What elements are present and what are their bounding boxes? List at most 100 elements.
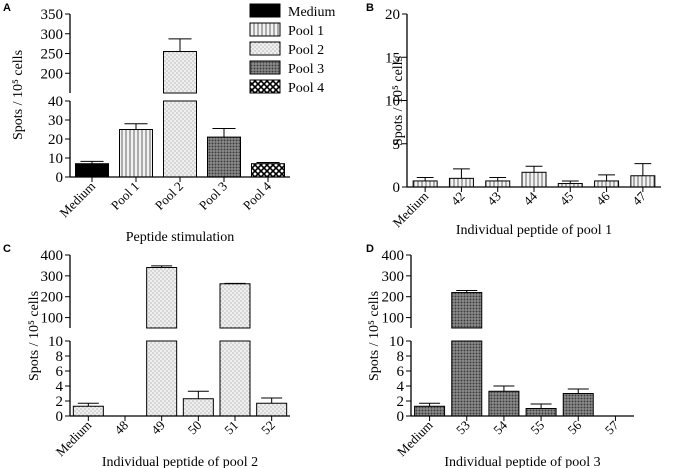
error-bar [598, 174, 615, 181]
panel-a: A 0 10 20 30 40 200 250 300 350 Medium Pool 1 Pool 2… [3, 2, 336, 245]
y-tick-label: 6 [397, 364, 405, 380]
x-tick-label: Pool 2 [152, 179, 186, 213]
bar-upper-segment [163, 51, 197, 94]
bar [451, 340, 483, 417]
y-tick-label: 10 [389, 334, 404, 350]
y-tick-label: 10 [385, 94, 400, 110]
y-tick-label: 100 [382, 311, 405, 327]
bar [251, 163, 285, 178]
bar [75, 163, 109, 178]
panel-letter: B [366, 2, 374, 14]
bar [207, 136, 241, 178]
legend-swatch [249, 22, 281, 37]
y-axis-title: Spots / 10⁵ cells [391, 56, 406, 146]
error-bar [416, 176, 434, 181]
error-bar [525, 165, 543, 173]
x-tick-label: 42 [448, 189, 468, 209]
y-tick-label: 15 [385, 50, 400, 66]
y-tick-label: 20 [385, 7, 400, 23]
bar [485, 180, 511, 188]
y-tick-label: 8 [56, 349, 64, 365]
error-bar [124, 123, 148, 130]
error-bar [493, 385, 515, 392]
y-tick-label: 0 [56, 409, 64, 425]
bar [72, 405, 104, 417]
legend-label: Pool 4 [288, 81, 324, 96]
error-bar [77, 402, 99, 407]
bar [146, 340, 178, 417]
x-tick-label: 45 [557, 189, 577, 209]
y-tick-label: 100 [41, 311, 64, 327]
x-axis-title: Individual peptide of pool 2 [102, 455, 258, 468]
y-tick-label: 400 [41, 248, 64, 264]
bar [521, 171, 547, 188]
bar [594, 180, 620, 188]
y-tick-label: 0 [397, 409, 405, 425]
x-axis-title: Individual peptide of pool 1 [456, 223, 612, 238]
error-bar [168, 38, 192, 52]
y-tick-label: 6 [56, 364, 64, 380]
y-tick-label: 30 [48, 113, 63, 129]
y-tick-label: 400 [382, 248, 405, 264]
y-tick-label: 5 [393, 137, 401, 153]
legend-swatch [249, 79, 281, 94]
y-tick-label: 200 [41, 290, 64, 306]
x-tick-label: 48 [111, 418, 131, 438]
x-tick-label: 50 [185, 418, 205, 438]
legend-swatch [249, 41, 281, 56]
bar [488, 390, 520, 417]
x-tick-label: 47 [629, 188, 649, 208]
error-bar [634, 163, 652, 176]
bar [163, 100, 197, 178]
y-tick-label: 10 [48, 334, 63, 350]
y-tick-label: 300 [382, 269, 405, 285]
x-tick-label: 44 [520, 188, 540, 208]
x-tick-label: Pool 1 [108, 179, 142, 213]
panel-letter: D [366, 243, 374, 255]
error-bar [151, 265, 173, 268]
error-bar [489, 176, 507, 181]
legend-swatch [249, 60, 281, 75]
x-tick-label: Pool 3 [196, 179, 230, 213]
bar [414, 405, 446, 417]
bar [562, 393, 594, 417]
x-tick-label: 52 [258, 418, 278, 438]
x-tick-label: 53 [453, 418, 473, 438]
y-tick-label: 250 [41, 47, 64, 63]
x-tick-label: 54 [490, 417, 510, 437]
error-bar [561, 180, 579, 184]
error-bar [456, 289, 478, 293]
x-tick-label: 49 [148, 418, 168, 438]
x-tick-label: 56 [565, 417, 585, 437]
error-bar [261, 397, 283, 404]
legend-swatch [249, 3, 281, 18]
legend-label: Pool 3 [288, 62, 324, 77]
bar-upper-segment [146, 267, 178, 329]
legend-label: Medium [288, 5, 336, 20]
x-tick-label: 55 [527, 418, 547, 438]
y-tick-label: 300 [41, 27, 64, 43]
error-bar [80, 160, 104, 164]
y-tick-label: 0 [56, 170, 64, 186]
bar-upper-segment [451, 292, 483, 329]
bar [448, 177, 474, 188]
error-bar [187, 390, 209, 399]
y-axis-title: Spots / 10⁵ cells [27, 291, 42, 381]
bar [219, 340, 251, 417]
bar [412, 180, 438, 188]
error-bar [419, 402, 441, 407]
panel-letter: C [3, 243, 11, 255]
x-axis-title: Individual peptide of pool 3 [444, 455, 600, 468]
y-axis-title: Spots / 10⁵ cells [367, 291, 382, 381]
x-tick-label: Pool 4 [240, 178, 275, 213]
error-bar [530, 403, 552, 409]
bar [119, 129, 153, 178]
x-tick-label: 43 [484, 189, 504, 209]
y-tick-label: 200 [41, 66, 64, 82]
y-tick-label: 0 [393, 180, 401, 196]
bar [525, 408, 557, 417]
